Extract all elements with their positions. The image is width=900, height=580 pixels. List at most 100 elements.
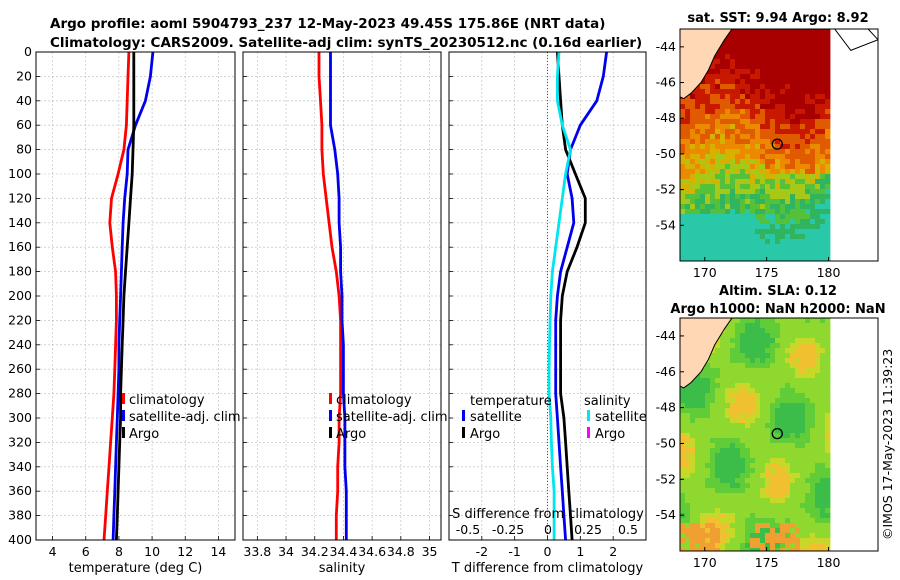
map-cell [725,503,731,509]
map-cell [765,323,771,329]
map-cell [800,194,806,200]
map-cell [765,443,771,449]
map-cell [815,219,821,225]
map-cell [690,94,696,100]
map-cell [745,478,751,484]
map-cell [720,548,726,551]
map-cell [775,159,781,165]
map-cell [755,199,761,205]
map-cell [730,99,736,105]
map-cell [750,463,756,469]
map-cell [740,169,746,175]
map-cell [765,503,771,509]
map-cell [685,473,691,479]
map-cell [825,99,831,105]
map-cell [735,114,741,120]
map-cell [705,538,711,544]
map-cell [745,89,751,95]
map-cell [805,34,811,40]
map-cell [695,104,701,110]
map-cell [760,229,766,235]
map-cell [800,109,806,115]
map-cell [800,343,806,349]
map-cell [825,428,831,434]
map-cell [820,343,826,349]
map-cell [755,418,761,424]
map-cell [815,189,821,195]
map-cell [825,448,831,454]
map-cell [805,44,811,50]
map-cell [825,518,831,524]
map-cell [710,134,716,140]
map-cell [770,483,776,489]
map-cell [750,513,756,519]
map-cell [765,448,771,454]
map-cell [735,518,741,524]
map-cell [750,129,756,135]
map-cell [785,523,791,529]
map-cell [735,388,741,394]
map-cell [765,104,771,110]
map-cell [765,388,771,394]
map-cell [700,154,706,160]
map-cell [805,488,811,494]
map-cell [805,94,811,100]
map-cell [765,518,771,524]
map-cell [800,64,806,70]
map-cell [820,139,826,145]
map-cell [800,533,806,539]
map-cell [775,323,781,329]
map-cell [735,423,741,429]
map-cell [805,393,811,399]
map-cell [790,109,796,115]
map-cell [810,124,816,130]
map-cell [780,229,786,235]
map-cell [725,338,731,344]
map-cell [750,154,756,160]
map-cell [760,358,766,364]
map-cell [770,234,776,240]
y-tick-label: 240 [8,337,32,352]
map-cell [815,468,821,474]
map-cell [725,94,731,100]
map-cell [680,189,686,195]
map-cell [730,533,736,539]
map-cell [750,44,756,50]
map-cell [795,338,801,344]
map-cell [780,154,786,160]
map-cell [735,403,741,409]
map-cell [790,164,796,170]
map-cell [685,428,691,434]
map-cell [690,448,696,454]
map-cell [720,493,726,499]
map-cell [815,448,821,454]
map-cell [775,403,781,409]
map-cell [775,418,781,424]
map-cell [810,478,816,484]
map-cell [745,169,751,175]
map-cell [740,448,746,454]
map-cell [725,114,731,120]
map-cell [805,463,811,469]
map-cell [770,99,776,105]
map-cell [820,508,826,514]
map-cell [810,169,816,175]
map-cell [775,244,781,250]
map-cell [825,543,831,549]
map-cell [710,418,716,424]
map-cell [795,403,801,409]
map-cell [735,448,741,454]
x-tick-label: 10 [144,544,160,559]
map-cell [735,533,741,539]
map-cell [710,214,716,220]
map-cell [760,493,766,499]
map-cell [825,363,831,369]
map-cell [720,239,726,245]
map-cell [770,74,776,80]
map-cell [690,518,696,524]
map-cell [825,49,831,55]
map-cell [705,388,711,394]
map-cell [810,368,816,374]
map-cell [760,44,766,50]
